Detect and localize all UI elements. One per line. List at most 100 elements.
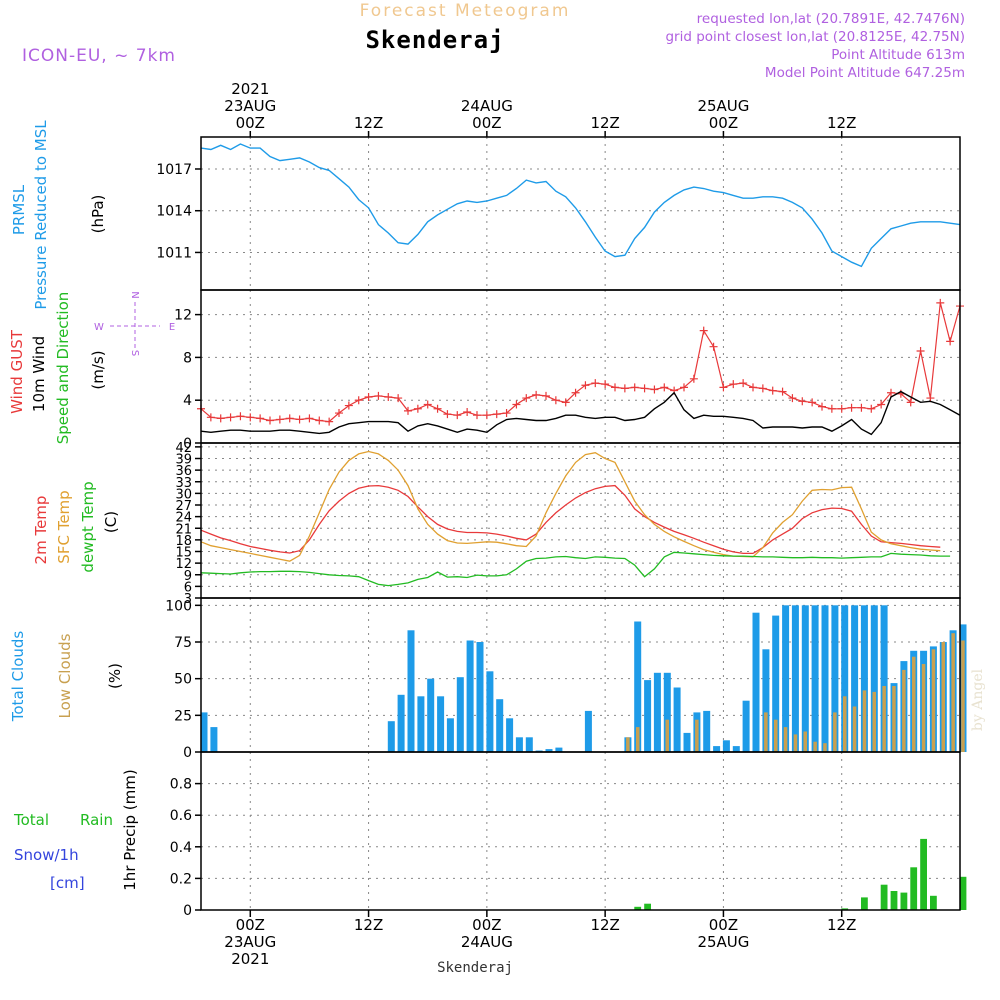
compass-e: E	[169, 322, 175, 333]
gust-point	[837, 404, 846, 413]
gust-point	[542, 391, 550, 400]
prmsl-label: PRMSL	[10, 184, 28, 235]
low-cloud-bar	[931, 649, 936, 752]
low-cloud-bar	[921, 664, 926, 752]
rain-bar	[634, 906, 642, 910]
rain-bar	[930, 895, 937, 910]
gust-point	[571, 388, 580, 397]
gust-point	[709, 342, 718, 351]
gust-point	[906, 398, 915, 407]
temperature-ytick-label: 12	[175, 557, 192, 572]
gust-point	[443, 410, 452, 419]
precip-total-label: Total	[13, 811, 49, 829]
wind-ytick-label: 4	[183, 393, 192, 409]
low-cloud-bar	[793, 734, 798, 752]
low-cloud-bar	[872, 691, 876, 752]
bottom-time-label: 00Z	[236, 916, 265, 934]
sfc-temp-line	[200, 450, 941, 562]
gust-point	[206, 413, 215, 422]
gust-point	[532, 390, 541, 399]
top-time-label: 12Z	[354, 114, 383, 132]
compass-icon: N S W E	[94, 291, 175, 356]
gust-point	[699, 326, 708, 335]
precip-snow-label: Snow/1h	[14, 846, 79, 864]
gust-point	[827, 404, 836, 413]
gust-point	[857, 403, 866, 412]
total-cloud-bar	[387, 721, 395, 752]
bottom-time-label: 12Z	[827, 916, 856, 934]
low-cloud-bar	[941, 642, 945, 752]
gust-point	[601, 380, 610, 389]
model-label: ICON-EU, ~ 7km	[22, 46, 176, 66]
gust-point	[423, 400, 432, 409]
gust-point	[551, 396, 560, 405]
rain-bar	[890, 891, 898, 910]
gust-point	[561, 398, 570, 407]
requested-lonlat: requested lon,lat (20.7891E, 42.7476N)	[697, 11, 965, 27]
gust-point	[482, 411, 491, 420]
gust-point	[325, 417, 334, 426]
precipitation-ytick-label: 0.6	[170, 808, 192, 824]
location-title: Skenderaj	[365, 26, 504, 54]
bottom-time-label: 25AUG	[697, 933, 749, 951]
top-time-label: 25AUG	[697, 97, 749, 115]
top-time-label: 23AUG	[224, 97, 276, 115]
total-cloud-bar	[732, 746, 740, 752]
gust-point	[522, 394, 531, 403]
precipitation-frame	[200, 751, 961, 911]
gust-point	[492, 410, 501, 419]
gust-point	[404, 406, 412, 415]
low-cloud-bar	[852, 706, 857, 752]
total-cloud-bar	[762, 649, 770, 752]
gust-point	[502, 409, 511, 418]
total-cloud-bar	[703, 710, 711, 752]
precipitation-ytick-label: 0.8	[170, 777, 192, 793]
temperature-ytick-label: 6	[184, 580, 192, 595]
compass-n: N	[129, 291, 140, 298]
bottom-time-label: 24AUG	[461, 933, 513, 951]
gust-point	[433, 404, 442, 413]
wind-10m-label: 10m Wind	[30, 336, 48, 412]
bottom-time-label: 12Z	[590, 916, 619, 934]
gust-point	[473, 411, 481, 420]
gust-point	[335, 409, 343, 418]
total-cloud-bar	[466, 640, 474, 752]
forecast-title: Forecast Meteogram	[360, 1, 571, 21]
gust-point	[591, 379, 600, 388]
watermark: by Angel	[970, 668, 986, 731]
gridpoint-lonlat: grid point closest lon,lat (20.8125E, 42…	[665, 29, 965, 45]
total-cloud-bar	[713, 746, 721, 752]
temperature-ytick-label: 42	[175, 441, 192, 456]
wind-panel: 0 4 8 12	[174, 290, 964, 452]
total-cloud-bar	[555, 747, 563, 752]
gust-point	[305, 414, 314, 423]
total-cloud-bar	[496, 699, 504, 752]
gust-point	[808, 398, 817, 407]
gust-point	[620, 384, 629, 393]
gust-point	[630, 383, 639, 392]
temperature-ytick-label: 24	[175, 511, 192, 526]
gust-point	[640, 384, 649, 393]
pressure-unit: (hPa)	[89, 195, 107, 234]
total-cloud-bar	[446, 718, 454, 752]
total-cloud-bar	[407, 630, 415, 752]
total-cloud-bar	[397, 694, 405, 752]
top-time-label: 00Z	[709, 114, 738, 132]
gust-point	[758, 384, 767, 393]
low-cloud-bar	[843, 696, 847, 752]
rain-bar	[841, 908, 849, 910]
t2m-line	[200, 484, 941, 555]
cloud-labels: Total Clouds Low Clouds (%)	[9, 631, 124, 723]
gust-point	[916, 346, 925, 355]
total-cloud-bar	[831, 605, 839, 752]
clouds-ytick-label: 50	[174, 672, 192, 688]
temperature-ytick-label: 18	[175, 534, 192, 549]
gust-point	[739, 379, 748, 388]
rain-bar	[959, 876, 967, 910]
temperature-ytick-label: 3	[184, 592, 192, 607]
gust-point	[463, 407, 472, 416]
precip-cm-label: [cm]	[50, 874, 85, 892]
gust-point	[226, 413, 235, 422]
gust-point	[246, 413, 255, 422]
